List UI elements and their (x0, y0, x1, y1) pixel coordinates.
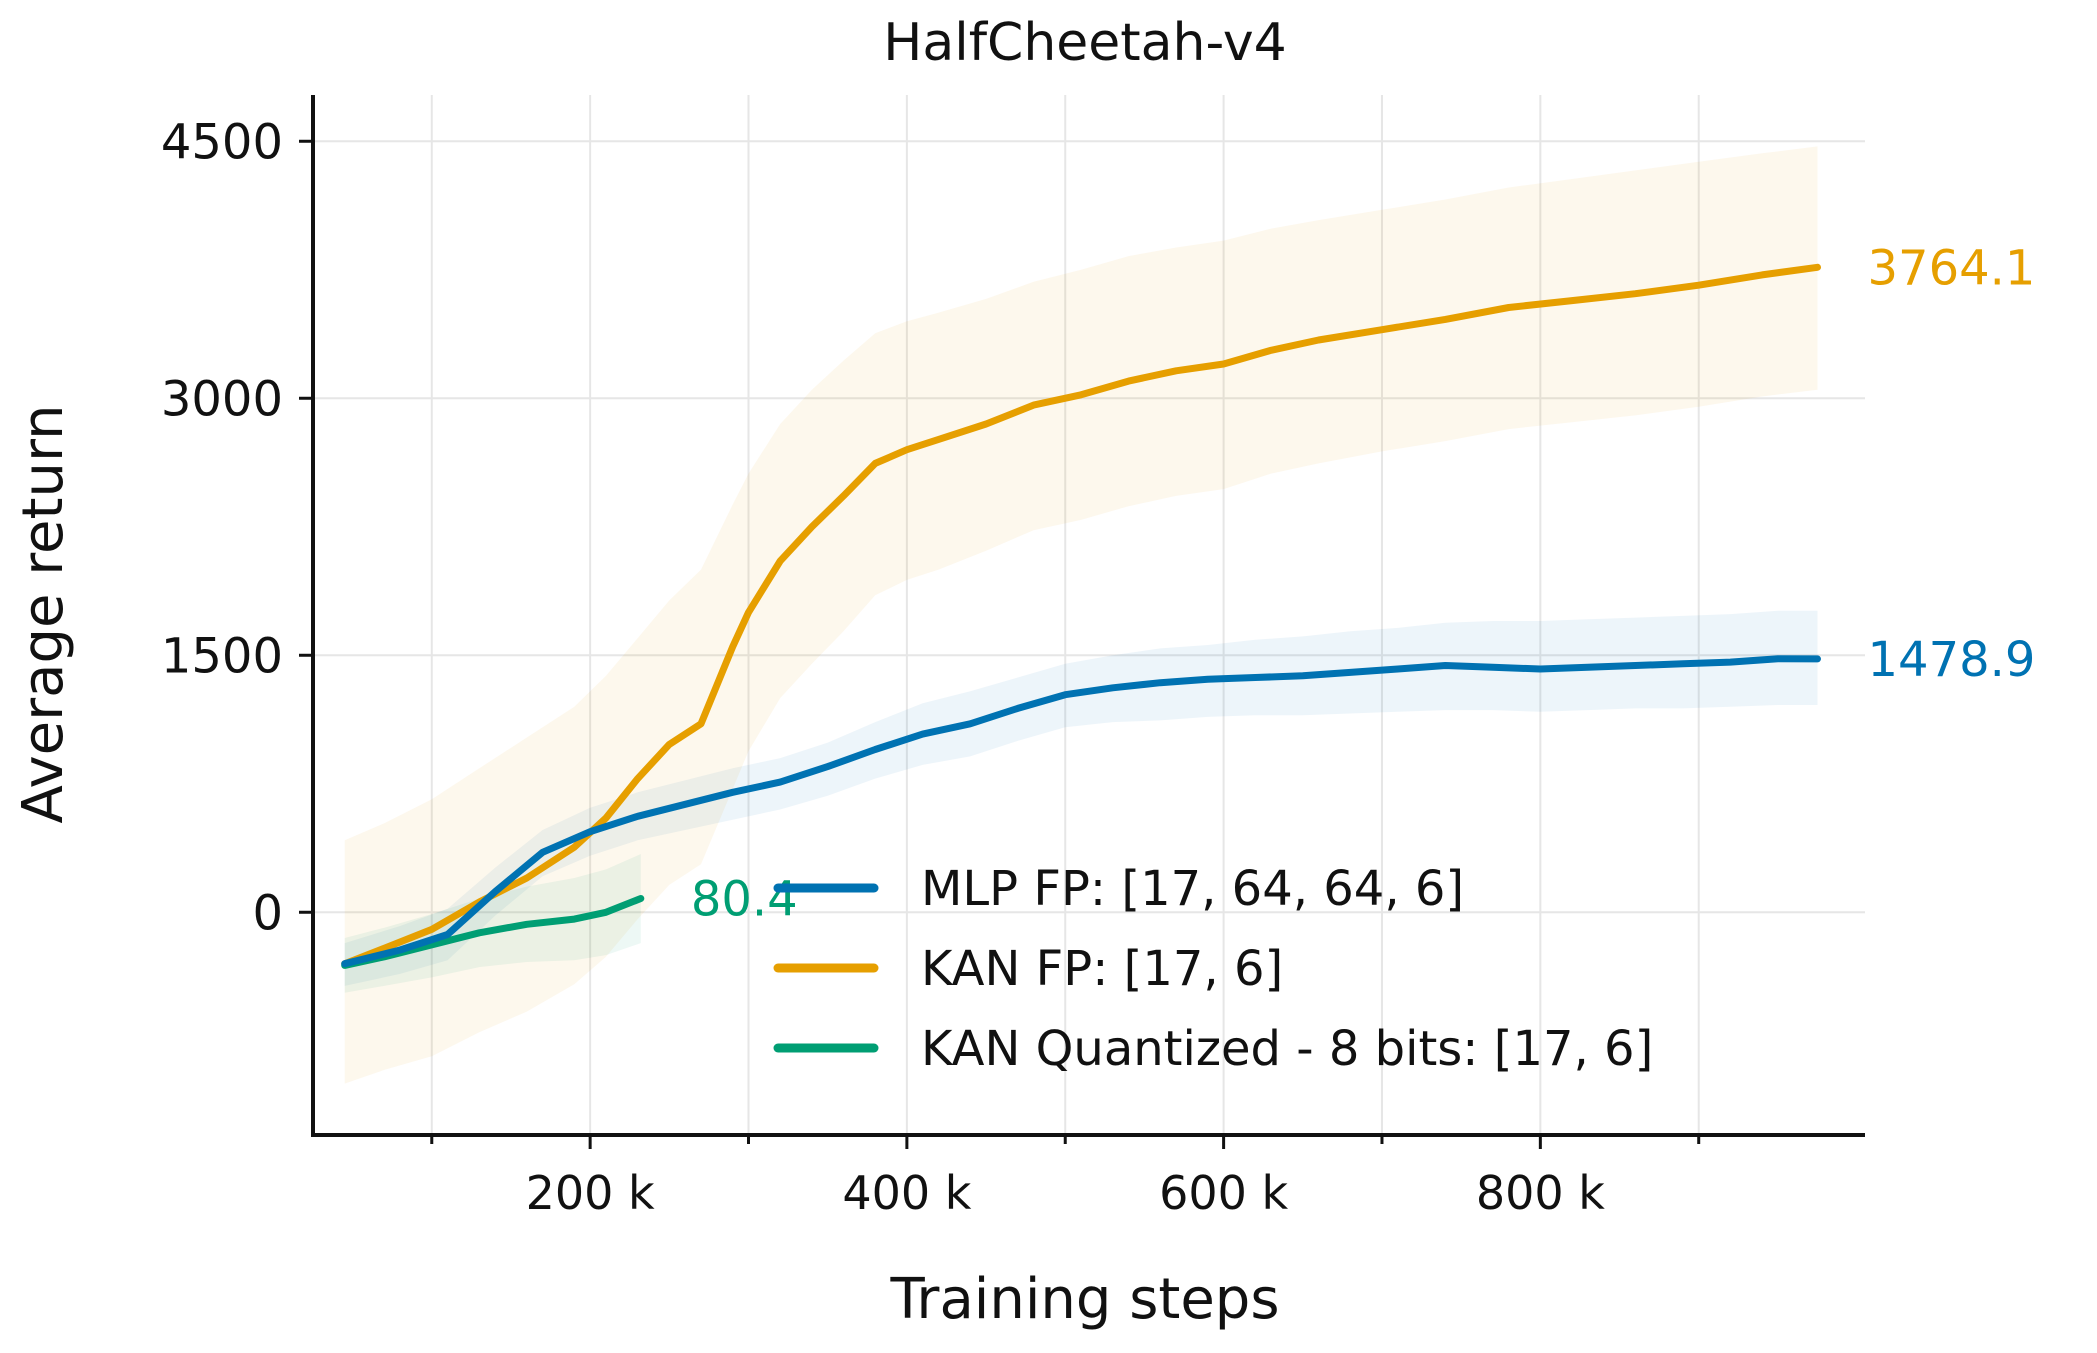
final-value-label-0: 1478.9 (1867, 632, 2035, 688)
legend-label-0: MLP FP: [17, 64, 64, 6] (921, 861, 1464, 917)
final-value-labels: 1478.9 3764.1 80.4 (691, 240, 2036, 927)
chart-title: HalfCheetah-v4 (883, 13, 1286, 73)
y-tick-label: 0 (252, 885, 283, 941)
confidence-band-2 (344, 854, 641, 993)
legend-label-1: KAN FP: [17, 6] (921, 941, 1283, 997)
x-tick-label: 400 k (842, 1166, 971, 1220)
legend: MLP FP: [17, 64, 64, 6] KAN FP: [17, 6] KA… (773, 861, 1653, 1077)
final-value-label-2: 80.4 (691, 871, 798, 927)
x-tick-label: 200 k (526, 1166, 655, 1220)
confidence-band-0 (344, 610, 1818, 986)
final-value-label-1: 3764.1 (1867, 240, 2035, 296)
y-axis-label: Average return (11, 405, 76, 824)
series-lines (341, 263, 1821, 969)
legend-label-2: KAN Quantized - 8 bits: [17, 6] (921, 1021, 1653, 1077)
x-tick-label: 800 k (1476, 1166, 1605, 1220)
axes: 200 k 400 k 600 k 800 k 0 1500 3000 4500 (161, 95, 1865, 1220)
confidence-bands (344, 146, 1818, 1084)
y-tick-label: 3000 (161, 371, 283, 427)
series-line-0 (341, 655, 1821, 968)
x-tick-label: 600 k (1159, 1166, 1288, 1220)
y-tick-label: 4500 (161, 114, 283, 170)
y-tick-label: 1500 (161, 628, 283, 684)
confidence-band-1 (344, 146, 1818, 1084)
x-axis-label: Training steps (889, 1267, 1279, 1332)
